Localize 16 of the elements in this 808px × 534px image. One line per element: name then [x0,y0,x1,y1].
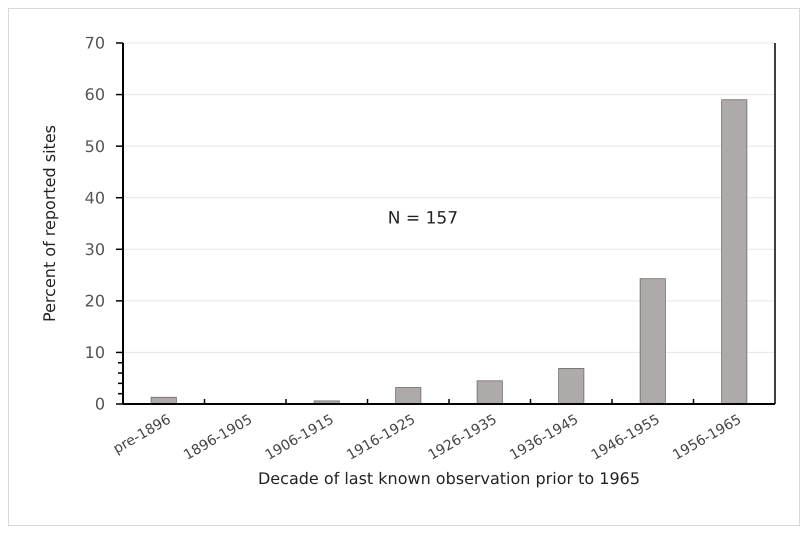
y-tick-label: 20 [84,291,105,310]
x-axis-title: Decade of last known observation prior to 1965 [258,469,640,488]
annotation: N = 157 [388,208,458,228]
bar [395,387,422,404]
bar [640,278,666,404]
bar [558,368,584,404]
y-axis-title: Percent of reported sites [40,125,59,322]
y-tick-label: 10 [84,343,105,362]
y-tick-label: 0 [94,394,105,414]
y-tick-label: 70 [84,34,105,53]
bar [476,380,503,404]
y-tick-label: 50 [84,136,105,156]
y-tick-label: 60 [84,85,105,104]
bar [721,99,748,404]
y-tick-label: 30 [84,240,105,259]
y-tick-label: 40 [84,188,105,208]
